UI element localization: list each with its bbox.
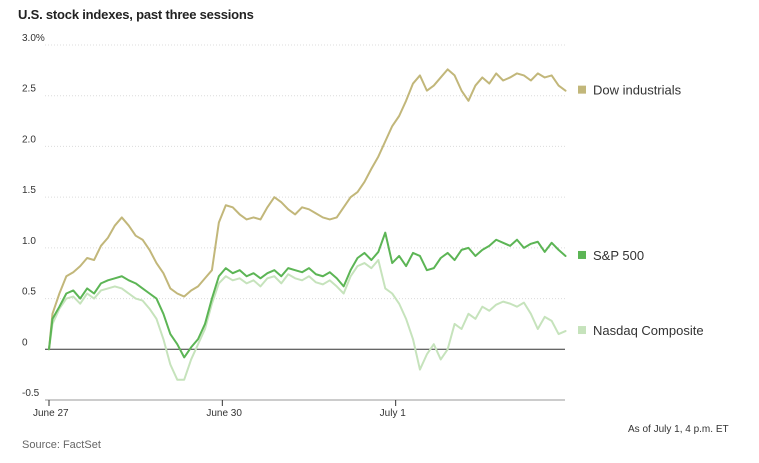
legend-swatch xyxy=(578,326,586,335)
series-lines xyxy=(48,68,567,381)
y-tick-label: -0.5 xyxy=(22,388,40,399)
y-tick-label: 1.0 xyxy=(22,236,36,247)
x-tick-label: July 1 xyxy=(380,408,407,419)
series-line-dow-industrials xyxy=(48,68,567,351)
source-note: Source: FactSet xyxy=(22,439,101,451)
legend: Dow industrials S&P 500 Nasdaq Composite xyxy=(578,83,704,338)
y-tick-label: 0.5 xyxy=(22,287,36,298)
y-axis-ticks: 3.0% 2.5 2.0 1.5 1.0 0.5 0 -0.5 xyxy=(22,33,45,399)
legend-swatch xyxy=(578,250,586,259)
y-tick-label: 3.0% xyxy=(22,33,45,44)
y-tick-label: 2.0 xyxy=(22,134,36,145)
y-tick-label: 0 xyxy=(22,337,28,348)
y-tick-label: 2.5 xyxy=(22,84,36,95)
legend-swatch xyxy=(578,85,586,94)
as-of-note: As of July 1, 4 p.m. ET xyxy=(628,424,729,435)
y-tick-label: 1.5 xyxy=(22,185,36,196)
x-tick-label: June 27 xyxy=(33,408,69,419)
x-tick-label: June 30 xyxy=(206,408,242,419)
x-axis: June 27 June 30 July 1 xyxy=(33,399,565,419)
legend-label: S&P 500 xyxy=(593,248,644,263)
series-line-nasdaq-composite xyxy=(48,259,567,381)
series-line-s-p-500 xyxy=(48,231,567,359)
legend-label: Dow industrials xyxy=(593,83,682,98)
legend-label: Nasdaq Composite xyxy=(593,323,704,338)
gridlines xyxy=(45,44,565,401)
chart-title: U.S. stock indexes, past three sessions xyxy=(18,7,254,22)
